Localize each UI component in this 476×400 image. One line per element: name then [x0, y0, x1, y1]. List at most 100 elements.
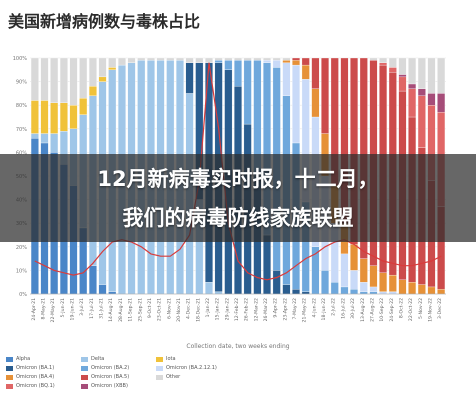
bar-segment	[117, 57, 126, 66]
bar-segment	[224, 60, 233, 70]
bar-segment	[156, 57, 165, 61]
x-tick-label: 14-Aug-21	[108, 298, 114, 322]
x-tick-label: 16-Jul-22	[340, 298, 346, 319]
bar-segment	[195, 57, 204, 63]
x-tick-label: 4-Jun-22	[311, 298, 317, 318]
bar-segment	[69, 105, 78, 129]
x-tick-label: 1-Jan-22	[205, 298, 211, 317]
bar-segment	[398, 279, 407, 295]
legend-swatch	[6, 356, 13, 362]
x-tick-label: 12-Mar-22	[253, 298, 259, 321]
bar-segment	[359, 258, 368, 283]
legend-swatch	[6, 374, 13, 380]
x-tick-label: 12-Feb-22	[234, 298, 240, 321]
bar-segment	[98, 284, 107, 295]
bar-segment	[311, 88, 320, 118]
legend-swatch	[6, 365, 13, 371]
x-tick-label: 5-Jun-21	[60, 298, 66, 318]
bar-segment	[417, 88, 426, 96]
bar-segment	[50, 57, 59, 103]
x-tick-label: 28-Aug-21	[118, 298, 124, 322]
x-tick-label: 21-May-22	[302, 298, 308, 322]
legend-swatch	[156, 374, 163, 380]
cases-line	[34, 62, 442, 281]
bar-segment	[301, 291, 310, 295]
chart-title: 美国新增病例数与毒株占比	[8, 12, 201, 31]
bar-segment	[301, 57, 310, 66]
bar-segment	[263, 234, 271, 295]
legend-swatch	[6, 383, 13, 389]
y-tick-label: 60%	[16, 150, 27, 156]
bar-segment	[408, 282, 417, 295]
bar-segment	[359, 291, 368, 295]
x-tick-label: 23-Oct-21	[157, 298, 163, 321]
x-tick-label: 25-Sep-21	[137, 298, 143, 322]
x-tick-label: 2-Jul-22	[331, 298, 337, 316]
x-tick-label: 10-Sep-22	[379, 298, 385, 322]
x-tick-label: 9-Apr-22	[273, 298, 279, 318]
bar-segment	[321, 270, 329, 295]
legend-label: Omicron (BA.4)	[16, 374, 55, 380]
x-tick-label: 9-Oct-21	[147, 298, 153, 318]
x-tick-label: 19-Nov-22	[427, 298, 433, 322]
banner-line-2: 我们的病毒防线家族联盟	[122, 206, 354, 230]
bar-segment	[176, 57, 184, 61]
y-tick-label: 0%	[19, 292, 27, 298]
bar-segment	[30, 133, 39, 139]
legend-label: Omicron (BA.5)	[91, 374, 130, 380]
bar-segment	[79, 97, 88, 115]
x-tick-label: 26-Feb-22	[244, 298, 250, 321]
x-tick-label: 22-Oct-22	[408, 298, 414, 321]
legend-item: Omicron (BA.5)	[81, 374, 129, 380]
legend-label: Other	[166, 374, 181, 380]
legend-label: Delta	[91, 356, 105, 362]
bar-segment	[205, 57, 213, 63]
bar-segment	[234, 60, 242, 87]
legend-swatch	[156, 365, 163, 371]
bar-segment	[272, 60, 281, 68]
y-tick-label: 90%	[16, 80, 27, 86]
bar-segment	[330, 282, 339, 295]
bar-segment	[205, 282, 213, 295]
bar-segment	[108, 291, 117, 295]
legend-item: Omicron (XBB)	[81, 383, 128, 389]
x-tick-label: 15-Jan-22	[215, 298, 221, 320]
bar-segment	[408, 83, 417, 89]
legend-swatch	[81, 365, 88, 371]
bar-segment	[79, 57, 88, 99]
bar-segment	[427, 93, 436, 106]
bar-segment	[272, 57, 281, 61]
y-tick-label: 100%	[13, 56, 28, 62]
legend-swatch	[81, 383, 88, 389]
legend-item: Omicron (BA.4)	[6, 374, 54, 380]
x-tick-label: 17-Jul-21	[89, 298, 95, 319]
bar-segment	[88, 57, 97, 87]
x-tick-label: 6-Nov-21	[166, 298, 172, 319]
bar-segment	[437, 57, 446, 94]
bar-segment	[98, 76, 107, 82]
legend-item: Other	[156, 374, 180, 380]
bar-segment	[243, 57, 252, 61]
bar-segment	[30, 57, 39, 101]
bar-segment	[369, 265, 378, 288]
bar-segment	[185, 57, 194, 63]
legend-label: Omicron (BA.1)	[16, 365, 55, 371]
bar-segment	[292, 64, 300, 144]
legend-label: Omicron (XBB)	[91, 383, 128, 389]
legend-item: Alpha	[6, 356, 30, 362]
bar-segment	[379, 57, 388, 63]
legend-label: Omicron (BQ.1)	[16, 383, 55, 389]
bar-segment	[59, 102, 68, 132]
bar-segment	[263, 57, 271, 61]
bar-segment	[388, 67, 397, 73]
overlay-banner	[0, 154, 476, 242]
bar-segment	[340, 286, 349, 295]
x-tick-label: 30-Jul-22	[350, 298, 356, 319]
bar-segment	[292, 60, 300, 66]
bar-segment	[50, 133, 59, 153]
bar-segment	[388, 57, 397, 68]
bar-segment	[127, 57, 136, 63]
legend-item: Omicron (BA.2)	[81, 365, 129, 371]
bar-segment	[388, 274, 397, 292]
bar-segment	[214, 60, 223, 63]
